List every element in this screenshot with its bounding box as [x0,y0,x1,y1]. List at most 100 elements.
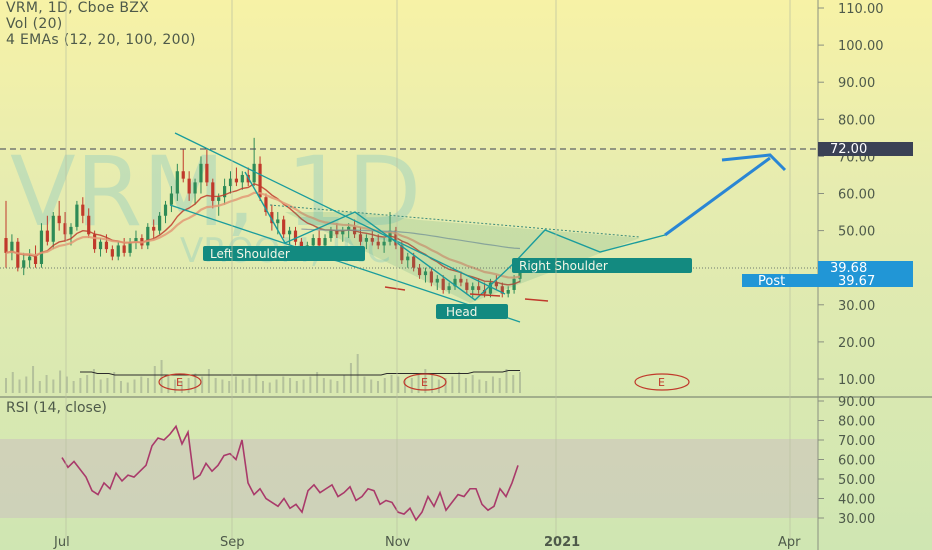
volume-bar [65,376,68,393]
volume-bar [106,378,109,393]
volume-bar [410,378,413,393]
time-axis-label: 2021 [544,535,580,550]
candle-body [317,238,321,246]
volume-bar [275,379,278,393]
last-price-badge[interactable]: 39.68 [818,261,913,276]
volume-bar [11,372,14,393]
volume-bar [126,382,129,393]
level-72-badge[interactable]: 72.00 [818,142,913,157]
rsi-tick-label: 50.00 [838,473,875,488]
volume-bar [363,376,366,393]
volume-bar [383,378,386,393]
volume-bar [451,376,454,393]
candle-body [488,282,493,294]
volume-bar [491,376,494,393]
volume-bar [390,375,393,393]
volume-bar [5,378,7,393]
head-label[interactable]: Head [436,304,508,319]
projection-arrow [664,156,771,237]
candle-body [122,245,126,253]
candle-body [69,226,73,235]
volume-bar [221,379,224,393]
volume-bar [349,363,352,393]
neckline [269,204,641,238]
candle-body [16,241,20,268]
candle-body [181,171,185,179]
candle-body [98,241,103,250]
volume-bar [194,373,197,393]
volume-bar [32,366,35,393]
candle-body [175,171,179,194]
volume-bar [289,378,292,393]
volume-bar [512,375,515,393]
svg-text:72.00: 72.00 [830,142,867,157]
volume-bar [295,381,298,393]
volume-bar [234,376,237,393]
volume-bar [147,378,150,393]
earnings-marker-2[interactable]: E [403,373,447,391]
ema-indicator-label[interactable]: 4 EMAs (12, 20, 100, 200) [6,32,196,48]
volume-indicator-label[interactable]: Vol (20) [6,16,63,32]
price-plot[interactable] [4,137,522,298]
candle-body [299,241,304,250]
time-axis-label: Sep [220,535,245,550]
volume-bar [207,369,210,393]
volume-bar [397,376,400,393]
price-tick-label: 110.00 [838,2,884,17]
candle-body [187,178,191,194]
price-tick-label: 20.00 [838,336,875,351]
volume-bar [329,379,332,393]
candle-body [228,178,233,187]
candle-body [169,193,174,205]
candle-body [376,241,380,246]
time-axis[interactable]: Jul Sep Nov 2021 Apr [53,535,801,550]
right-shoulder-label[interactable]: Right Shoulder [512,258,692,273]
post-market-badge[interactable]: Post 39.67 [742,274,913,289]
candle-body [22,260,26,268]
candle-body [128,241,132,253]
volume-bar [72,381,75,393]
volume-bar [52,379,55,393]
volume-bar [471,375,474,393]
candle-body [146,226,150,246]
earnings-marker-3[interactable]: E [634,373,690,391]
volume-bar [356,354,359,393]
volume-bar [18,379,21,393]
volume-bar [99,379,102,393]
head-shoulders-pattern [169,132,787,323]
volume-bar [167,375,170,393]
volume-bar [485,381,488,393]
volume-bar [478,379,481,393]
candle-body [163,204,168,216]
volume-bar [25,376,28,393]
price-tick-label: 100.00 [838,39,884,54]
candle-body [33,256,38,264]
candle-body [370,238,374,242]
candle-body [81,204,85,216]
candle-body [453,278,457,287]
volume-bar [201,376,204,393]
candle-body [205,163,209,183]
candle-body [199,163,203,183]
rsi-axis[interactable]: 90.00 80.00 70.00 60.00 50.00 40.00 30.00 [818,395,875,527]
candle-body [465,282,469,290]
svg-text:Post: Post [758,274,785,289]
volume-bar [262,381,264,393]
candle-body [93,234,97,250]
candle-body [471,286,475,290]
watermark-symbol: VRM, 1D [10,136,421,248]
left-shoulder-label[interactable]: Left Shoulder [203,246,365,261]
candle-body [335,230,339,235]
svg-text:Left Shoulder: Left Shoulder [210,247,290,261]
earnings-marker-1[interactable]: E [158,373,202,391]
candle-body [400,245,404,261]
channel-upper [174,132,506,295]
volume-bar [140,376,143,393]
volume-bar [370,379,373,393]
rsi-pane[interactable] [0,424,818,522]
candle-body [329,230,333,239]
price-tick-label: 80.00 [838,113,875,128]
rsi-indicator-label[interactable]: RSI (14, close) [6,400,107,416]
volume-bar [160,360,163,393]
